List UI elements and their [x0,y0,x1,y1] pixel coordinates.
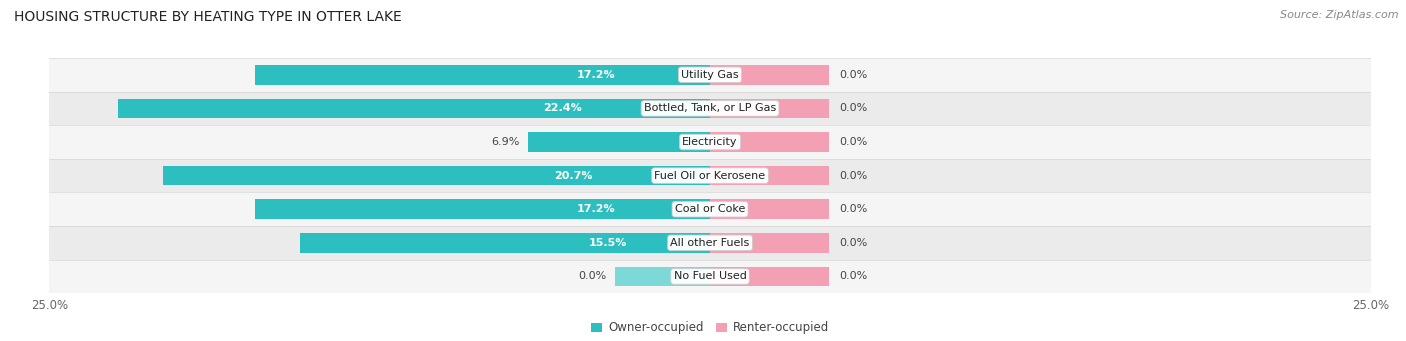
Text: 0.0%: 0.0% [839,170,868,181]
Text: 0.0%: 0.0% [839,70,868,80]
Bar [49,125,1371,159]
Text: Utility Gas: Utility Gas [682,70,738,80]
Bar [118,99,710,118]
Text: 0.0%: 0.0% [839,137,868,147]
Text: Fuel Oil or Kerosene: Fuel Oil or Kerosene [654,170,766,181]
Bar [49,92,1371,125]
Text: 20.7%: 20.7% [554,170,592,181]
Text: HOUSING STRUCTURE BY HEATING TYPE IN OTTER LAKE: HOUSING STRUCTURE BY HEATING TYPE IN OTT… [14,10,402,24]
Bar [49,58,1371,92]
Bar [256,65,710,85]
Bar [710,166,830,186]
Text: Coal or Coke: Coal or Coke [675,204,745,214]
Bar [163,166,710,186]
Bar [527,132,710,152]
Text: All other Fuels: All other Fuels [671,238,749,248]
Bar [49,192,1371,226]
Legend: Owner-occupied, Renter-occupied: Owner-occupied, Renter-occupied [586,317,834,339]
Bar [614,267,710,286]
Text: 0.0%: 0.0% [839,238,868,248]
Text: 17.2%: 17.2% [576,204,616,214]
Text: 0.0%: 0.0% [839,103,868,114]
Bar [710,65,830,85]
Bar [256,199,710,219]
Text: No Fuel Used: No Fuel Used [673,271,747,281]
Bar [710,267,830,286]
Text: 17.2%: 17.2% [576,70,616,80]
Bar [49,159,1371,192]
Text: Bottled, Tank, or LP Gas: Bottled, Tank, or LP Gas [644,103,776,114]
Text: 15.5%: 15.5% [589,238,627,248]
Bar [301,233,710,253]
Text: 0.0%: 0.0% [839,204,868,214]
Bar [49,260,1371,293]
Text: 0.0%: 0.0% [579,271,607,281]
Bar [710,233,830,253]
Text: 0.0%: 0.0% [839,271,868,281]
Bar [710,199,830,219]
Text: 22.4%: 22.4% [543,103,582,114]
Bar [710,99,830,118]
Bar [49,226,1371,260]
Text: 6.9%: 6.9% [491,137,520,147]
Bar [710,132,830,152]
Text: Electricity: Electricity [682,137,738,147]
Text: Source: ZipAtlas.com: Source: ZipAtlas.com [1281,10,1399,20]
